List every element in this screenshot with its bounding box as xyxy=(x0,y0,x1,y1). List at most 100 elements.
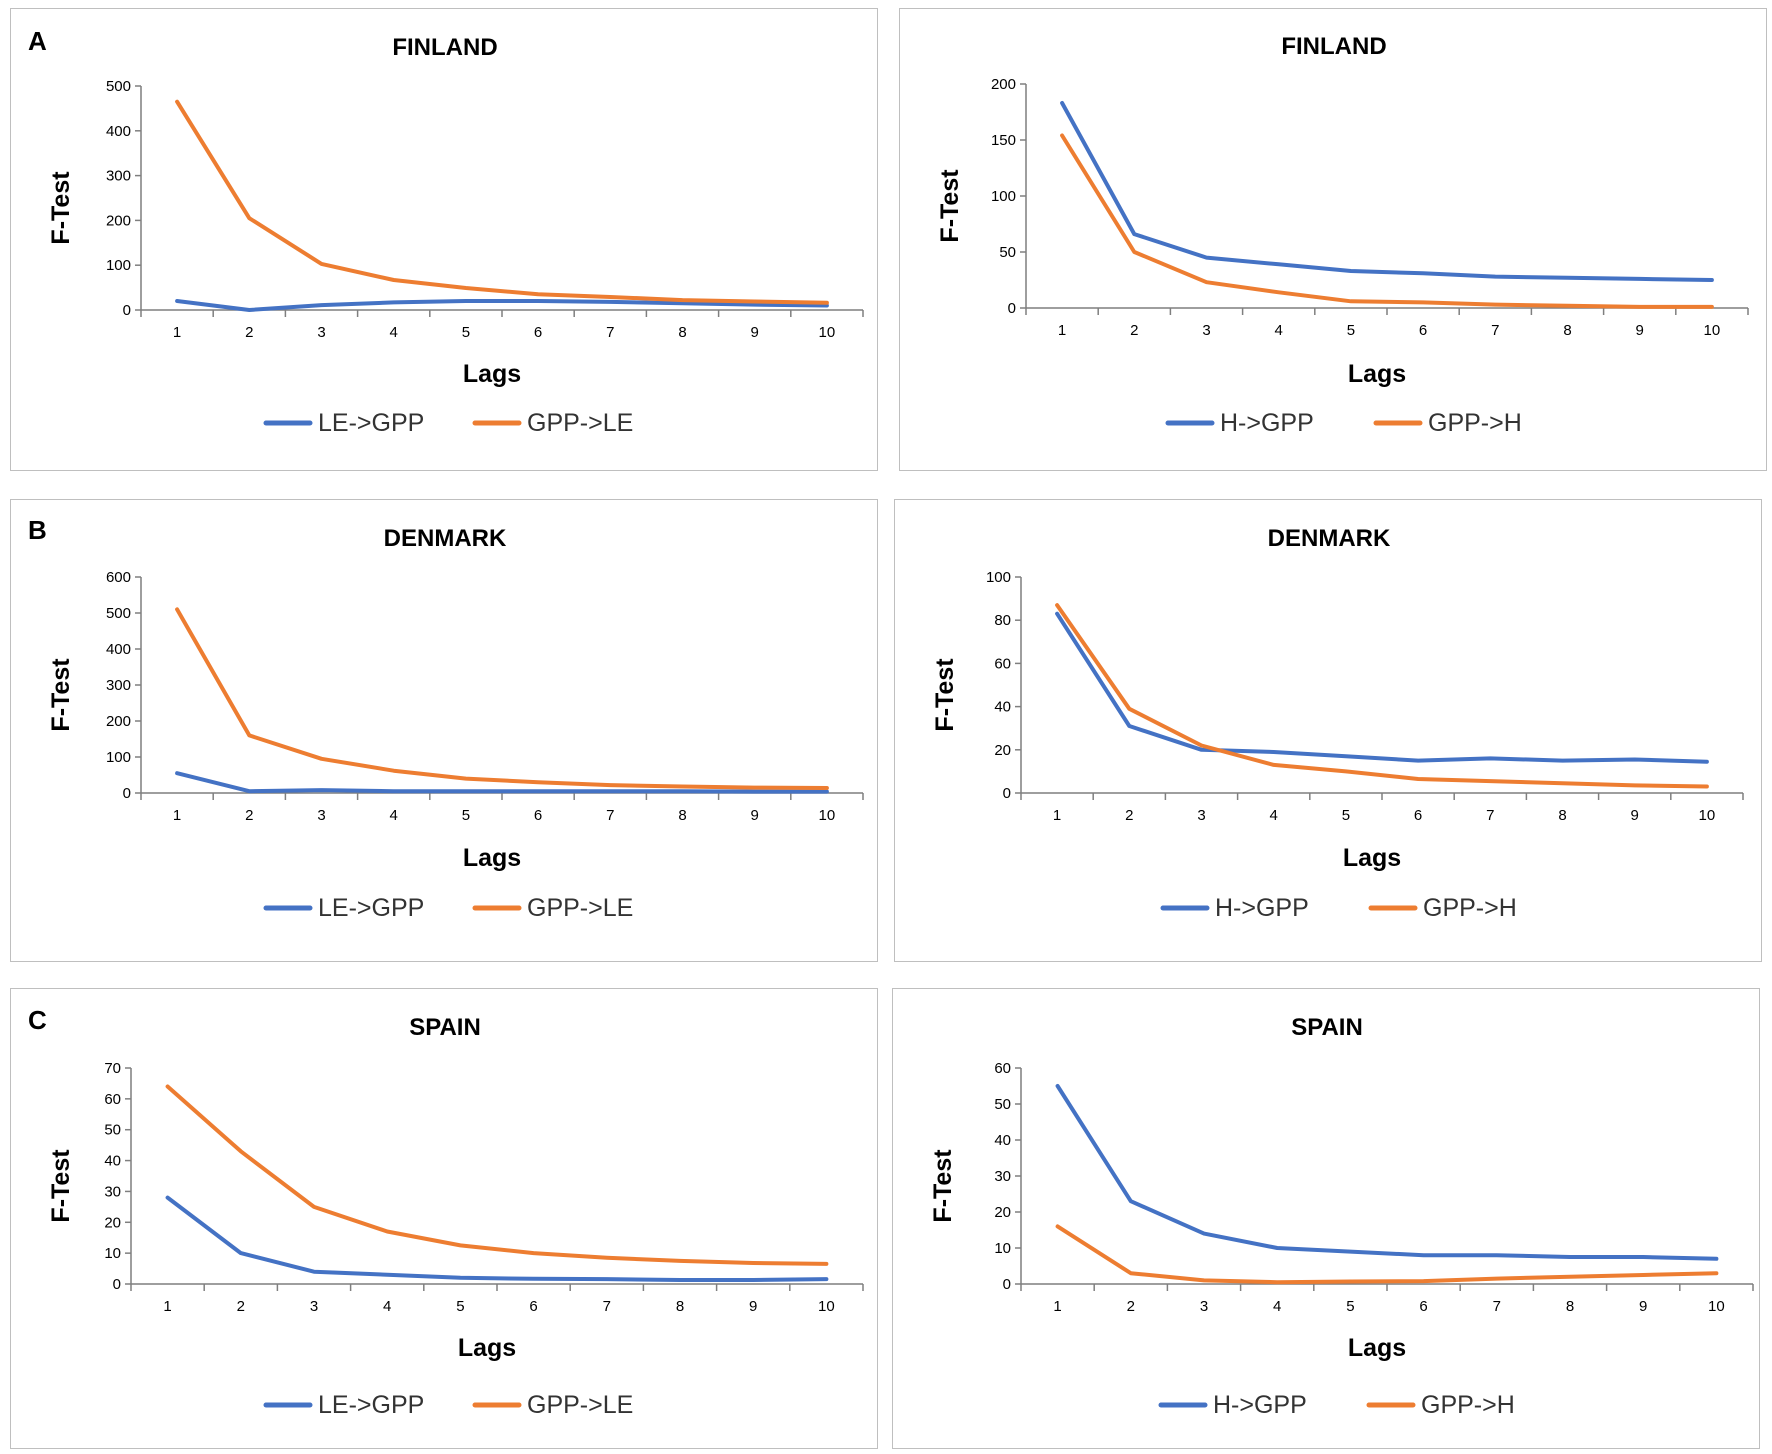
x-tick-label: 10 xyxy=(1708,1298,1725,1315)
y-tick-label: 60 xyxy=(994,1060,1011,1077)
x-tick-label: 4 xyxy=(383,1298,391,1315)
legend-label: GPP->H xyxy=(1428,409,1522,437)
y-tick-label: 150 xyxy=(991,132,1016,149)
x-tick-label: 7 xyxy=(603,1298,611,1315)
series-line-h-gpp xyxy=(1055,611,1709,764)
y-tick-label: 200 xyxy=(106,212,131,229)
y-axis-label: F-Test xyxy=(47,171,75,245)
legend-label: LE->GPP xyxy=(318,1391,424,1419)
chart-panel-denmark-le: DENMARK 0 100 200 300 400 500 600 1 2 3 4 5 6 7 8 9 10 Lag… xyxy=(10,499,878,962)
x-tick-label: 7 xyxy=(606,324,614,341)
series-line-le-gpp xyxy=(165,1195,829,1282)
y-tick-label: 50 xyxy=(994,1096,1011,1113)
x-tick-label: 9 xyxy=(751,807,759,824)
chart-svg: FINLAND 0 100 200 300 400 500 1 2 3 4 5 6 7 8 9 10 Lags F-… xyxy=(47,34,864,437)
series-line-h-gpp xyxy=(1055,1084,1719,1261)
y-tick-label: 200 xyxy=(991,76,1016,93)
x-tick-label: 1 xyxy=(1053,1298,1061,1315)
x-axis-label: Lags xyxy=(1343,844,1401,872)
x-tick-label: 3 xyxy=(317,324,325,341)
series-line-gpp-le xyxy=(175,99,829,305)
x-tick-label: 8 xyxy=(678,324,686,341)
series-line-le-gpp xyxy=(175,771,829,794)
series-line-gpp-le xyxy=(165,1084,829,1266)
x-tick-label: 9 xyxy=(1636,322,1644,339)
y-tick-label: 70 xyxy=(104,1060,121,1077)
y-tick-label: 100 xyxy=(991,188,1016,205)
x-tick-label: 10 xyxy=(1699,807,1716,824)
x-tick-label: 1 xyxy=(173,807,181,824)
x-tick-label: 5 xyxy=(1342,807,1350,824)
x-tick-label: 3 xyxy=(310,1298,318,1315)
y-tick-label: 0 xyxy=(1008,300,1016,317)
x-tick-label: 7 xyxy=(606,807,614,824)
x-tick-label: 4 xyxy=(390,324,398,341)
y-tick-label: 10 xyxy=(104,1245,121,1262)
x-tick-label: 9 xyxy=(751,324,759,341)
y-tick-label: 80 xyxy=(994,612,1011,629)
x-tick-label: 8 xyxy=(676,1298,684,1315)
x-tick-label: 9 xyxy=(1631,807,1639,824)
y-tick-label: 100 xyxy=(106,749,131,766)
chart-panel-finland-le: FINLAND 0 100 200 300 400 500 1 2 3 4 5 6 7 8 9 10 Lags F-… xyxy=(10,8,878,471)
chart-title: FINLAND xyxy=(392,34,497,61)
y-tick-label: 100 xyxy=(986,569,1011,586)
x-tick-label: 2 xyxy=(1127,1298,1135,1315)
y-axis-label: F-Test xyxy=(929,1149,957,1223)
y-tick-label: 30 xyxy=(994,1168,1011,1185)
chart-title: SPAIN xyxy=(409,1014,481,1041)
legend-label: LE->GPP xyxy=(318,894,424,922)
legend-label: H->GPP xyxy=(1220,409,1314,437)
x-tick-label: 4 xyxy=(1275,322,1283,339)
y-tick-label: 400 xyxy=(106,641,131,658)
x-tick-label: 10 xyxy=(819,807,836,824)
series-line-gpp-le xyxy=(175,607,829,790)
x-tick-label: 3 xyxy=(317,807,325,824)
y-tick-label: 300 xyxy=(106,677,131,694)
x-tick-label: 5 xyxy=(456,1298,464,1315)
chart-panel-finland-h: FINLAND 0 50 100 150 200 1 2 3 4 5 6 7 8 9 10 Lags F-Test… xyxy=(899,8,1767,471)
panel-letter-b: B xyxy=(28,515,47,545)
chart-panel-spain-le: SPAIN 0 10 20 30 40 50 60 70 1 2 3 4 5 6 7 8 9 10 Lags F-Tes… xyxy=(10,988,878,1449)
chart-svg: DENMARK 0 20 40 60 80 100 1 2 3 4 5 6 7 8 9 10 Lags F-Test… xyxy=(931,525,1744,922)
x-axis-label: Lags xyxy=(458,1334,516,1362)
chart-svg: FINLAND 0 50 100 150 200 1 2 3 4 5 6 7 8 9 10 Lags F-Test… xyxy=(936,33,1749,437)
y-tick-label: 40 xyxy=(104,1153,121,1170)
chart-svg: DENMARK 0 100 200 300 400 500 600 1 2 3 4 5 6 7 8 9 10 Lag… xyxy=(47,525,864,922)
series-line-gpp-h xyxy=(1060,133,1714,309)
y-tick-label: 50 xyxy=(999,244,1016,261)
y-tick-label: 40 xyxy=(994,699,1011,716)
x-axis-label: Lags xyxy=(463,360,521,388)
y-axis-label: F-Test xyxy=(936,169,964,243)
y-tick-label: 400 xyxy=(106,123,131,140)
legend-label: LE->GPP xyxy=(318,409,424,437)
x-tick-label: 7 xyxy=(1493,1298,1501,1315)
x-tick-label: 6 xyxy=(534,807,542,824)
x-tick-label: 1 xyxy=(1053,807,1061,824)
x-tick-label: 2 xyxy=(237,1298,245,1315)
x-axis-label: Lags xyxy=(1348,1334,1406,1362)
y-tick-label: 0 xyxy=(1003,1276,1011,1293)
chart-panel-spain-h: SPAIN 0 10 20 30 40 50 60 1 2 3 4 5 6 7 8 9 10 Lags F-Test H… xyxy=(892,988,1760,1449)
x-tick-label: 5 xyxy=(1346,1298,1354,1315)
x-tick-label: 2 xyxy=(1130,322,1138,339)
y-tick-label: 600 xyxy=(106,569,131,586)
y-tick-label: 0 xyxy=(123,302,131,319)
chart-title: DENMARK xyxy=(384,525,507,552)
x-tick-label: 6 xyxy=(1414,807,1422,824)
x-tick-label: 6 xyxy=(1419,322,1427,339)
y-tick-label: 500 xyxy=(106,78,131,95)
x-tick-label: 3 xyxy=(1197,807,1205,824)
x-tick-label: 6 xyxy=(1419,1298,1427,1315)
x-tick-label: 7 xyxy=(1486,807,1494,824)
y-tick-label: 20 xyxy=(994,742,1011,759)
x-tick-label: 9 xyxy=(1639,1298,1647,1315)
y-tick-label: 20 xyxy=(994,1204,1011,1221)
chart-svg: SPAIN 0 10 20 30 40 50 60 1 2 3 4 5 6 7 8 9 10 Lags F-Test H… xyxy=(929,1014,1754,1419)
x-tick-label: 3 xyxy=(1200,1298,1208,1315)
x-tick-label: 1 xyxy=(173,324,181,341)
panel-letter-c: C xyxy=(28,1005,47,1035)
y-tick-label: 50 xyxy=(104,1122,121,1139)
x-axis-label: Lags xyxy=(1348,360,1406,388)
x-tick-label: 10 xyxy=(818,1298,835,1315)
